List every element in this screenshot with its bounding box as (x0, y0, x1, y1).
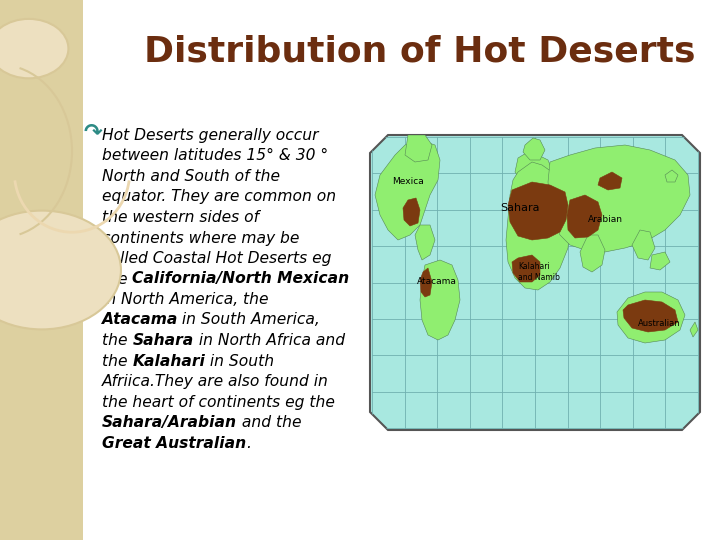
Polygon shape (508, 182, 568, 240)
Text: Kalahari
and Namib: Kalahari and Namib (518, 262, 560, 282)
Text: called Coastal Hot Deserts eg: called Coastal Hot Deserts eg (102, 251, 331, 266)
Text: Mexica: Mexica (392, 178, 424, 186)
Polygon shape (523, 138, 545, 160)
Text: North and South of the: North and South of the (102, 169, 280, 184)
Text: Great Australian: Great Australian (102, 435, 246, 450)
Text: Atacama: Atacama (417, 278, 457, 287)
Text: Australian: Australian (638, 319, 680, 327)
Text: Sahara: Sahara (500, 203, 539, 213)
Polygon shape (420, 260, 460, 340)
Polygon shape (632, 230, 655, 260)
Text: the: the (102, 333, 132, 348)
Text: equator. They are common on: equator. They are common on (102, 190, 336, 205)
Text: Afriica.They are also found in: Afriica.They are also found in (102, 374, 329, 389)
Polygon shape (420, 268, 432, 297)
Polygon shape (403, 198, 420, 226)
Text: between latitudes 15° & 30 °: between latitudes 15° & 30 ° (102, 148, 328, 164)
Polygon shape (375, 140, 440, 240)
Polygon shape (506, 162, 570, 290)
Text: Kalahari: Kalahari (132, 354, 205, 368)
Text: Sahara/Arabian: Sahara/Arabian (102, 415, 237, 430)
Text: the heart of continents eg the: the heart of continents eg the (102, 395, 335, 409)
Polygon shape (617, 292, 685, 343)
Polygon shape (370, 135, 700, 430)
Text: Atacama: Atacama (102, 313, 177, 327)
Polygon shape (623, 300, 678, 332)
Text: Arabian: Arabian (588, 215, 623, 225)
Polygon shape (567, 195, 602, 238)
Polygon shape (650, 252, 670, 270)
Polygon shape (665, 170, 678, 182)
Text: the western sides of: the western sides of (102, 210, 259, 225)
Polygon shape (690, 322, 698, 337)
Polygon shape (598, 172, 622, 190)
Text: continents where may be: continents where may be (102, 231, 300, 246)
Polygon shape (405, 135, 432, 162)
Text: and the: and the (237, 415, 302, 430)
Text: the: the (102, 272, 132, 287)
Polygon shape (415, 225, 435, 260)
Text: in North America, the: in North America, the (102, 292, 269, 307)
Polygon shape (548, 145, 690, 252)
Text: the: the (102, 354, 132, 368)
Text: in South: in South (205, 354, 274, 368)
Text: California/North Mexican: California/North Mexican (132, 272, 349, 287)
Text: in North Africa and: in North Africa and (194, 333, 345, 348)
Polygon shape (580, 235, 605, 272)
Text: in South America,: in South America, (177, 313, 320, 327)
Text: Distribution of Hot Deserts: Distribution of Hot Deserts (144, 35, 696, 69)
Text: Sahara: Sahara (132, 333, 194, 348)
Text: ↷: ↷ (83, 122, 102, 142)
Polygon shape (515, 152, 552, 185)
Polygon shape (512, 255, 540, 282)
Text: .: . (246, 435, 251, 450)
Text: Hot Deserts generally occur: Hot Deserts generally occur (102, 128, 318, 143)
